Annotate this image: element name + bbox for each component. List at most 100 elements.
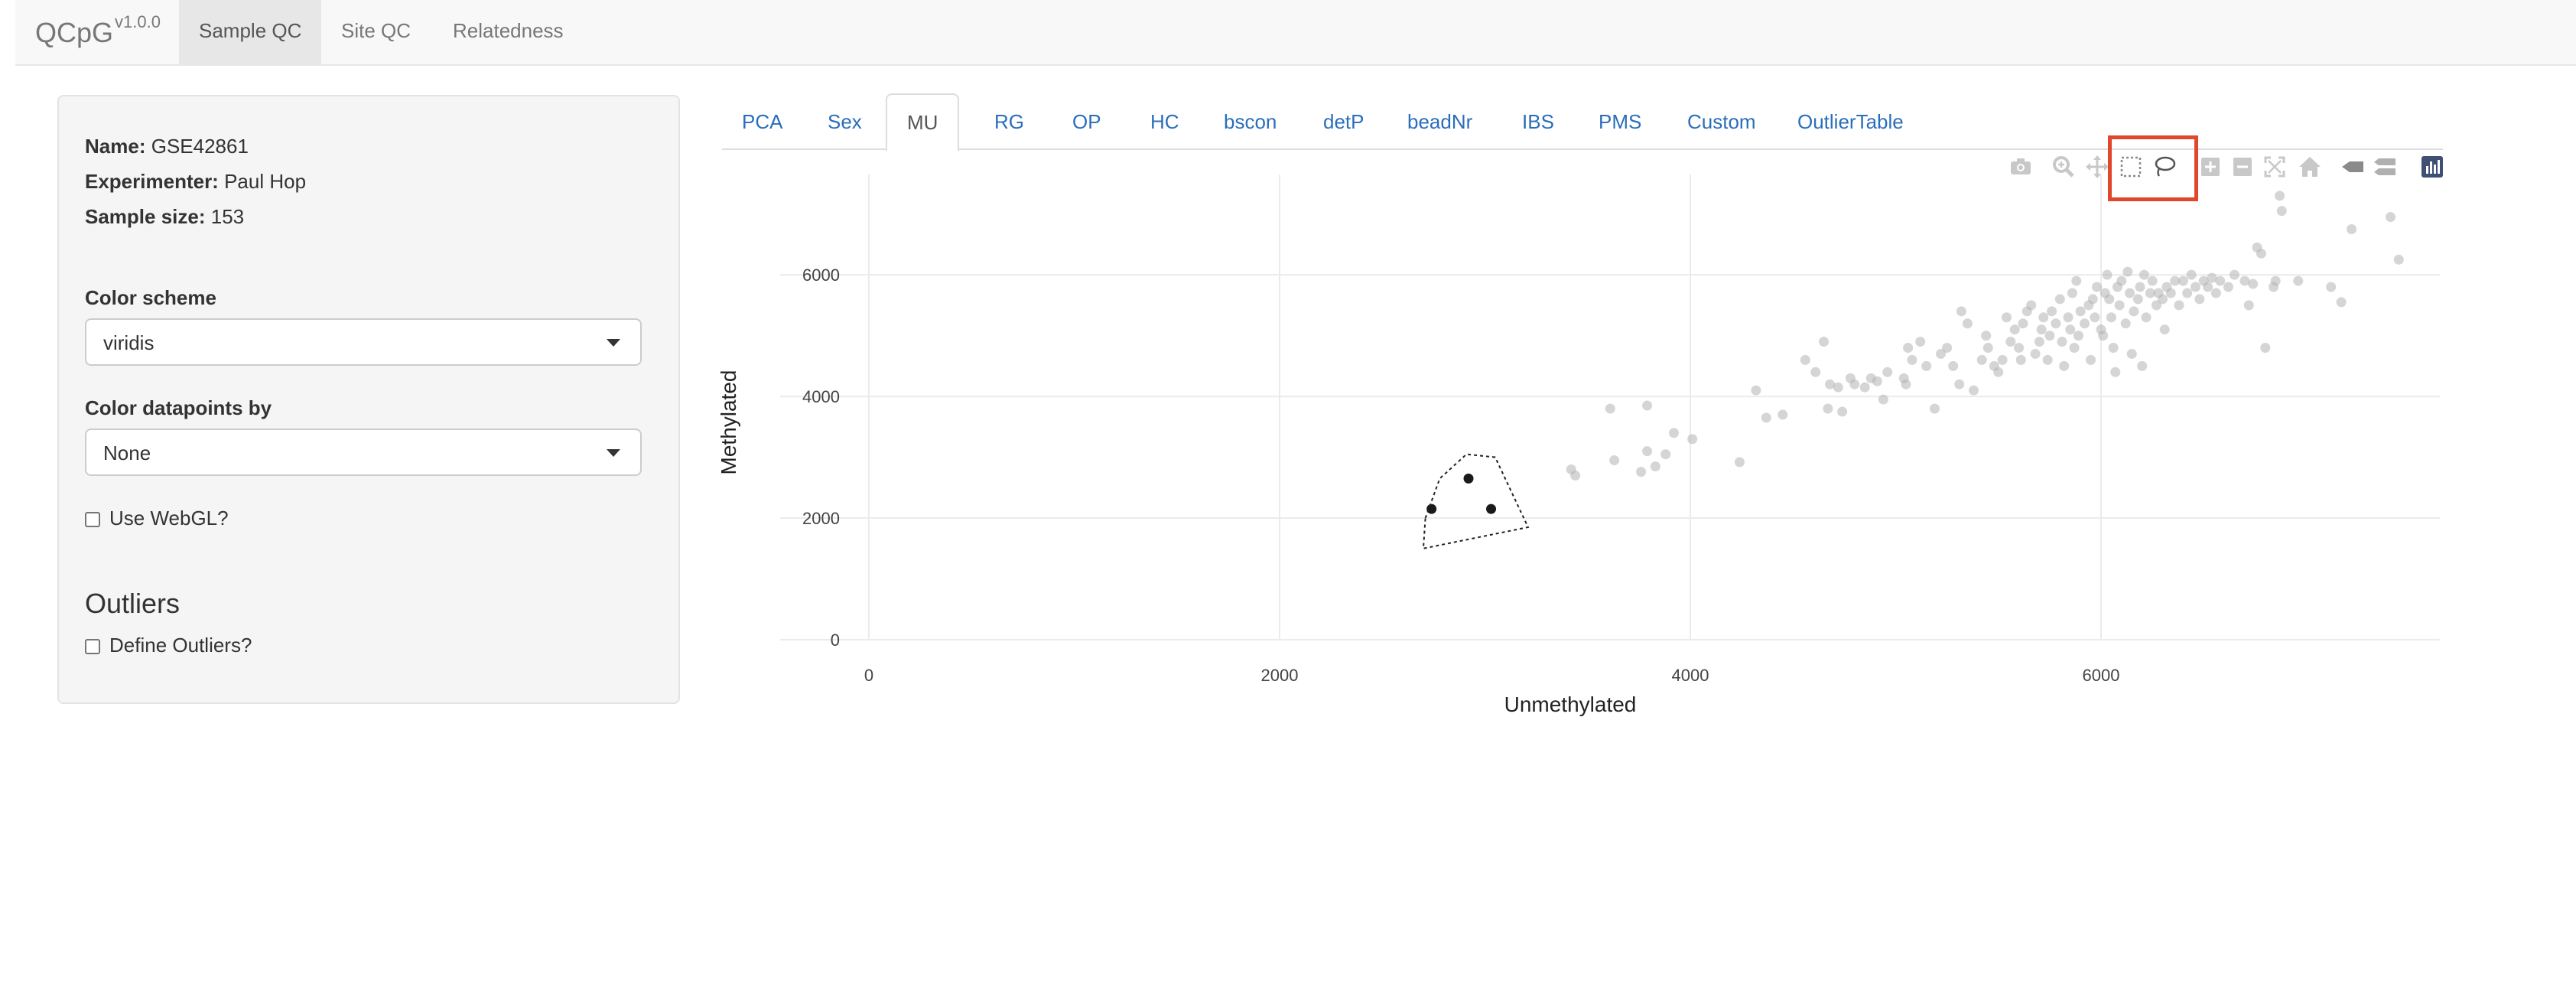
tab-outliertable[interactable]: OutlierTable bbox=[1797, 110, 1904, 133]
box-select-icon[interactable] bbox=[2119, 155, 2143, 179]
app-version: v1.0.0 bbox=[115, 12, 161, 31]
tab-pms[interactable]: PMS bbox=[1599, 110, 1642, 133]
hover-compare-icon[interactable] bbox=[2373, 155, 2397, 179]
data-point bbox=[2215, 275, 2226, 286]
sidebar-panel: Name: GSE42861 Experimenter: Paul Hop Sa… bbox=[57, 95, 680, 704]
data-point bbox=[1872, 376, 1882, 386]
hover-closest-icon[interactable] bbox=[2340, 155, 2365, 179]
webgl-checkbox[interactable] bbox=[85, 512, 100, 527]
experimenter-label: Experimenter: bbox=[85, 170, 219, 193]
nav-tab-relatedness[interactable]: Relatedness bbox=[453, 19, 564, 42]
tab-beadnr[interactable]: beadNr bbox=[1407, 110, 1473, 133]
tab-sex[interactable]: Sex bbox=[828, 110, 862, 133]
data-point bbox=[1878, 394, 1888, 405]
app-brand[interactable]: QCpGv1.0.0 bbox=[35, 12, 161, 49]
experimenter-value: Paul Hop bbox=[224, 170, 307, 193]
data-point bbox=[1778, 409, 1788, 420]
data-point bbox=[2270, 275, 2281, 286]
lasso-selection bbox=[1422, 453, 1530, 550]
zoom-icon[interactable] bbox=[2051, 155, 2076, 179]
data-point bbox=[2001, 312, 2012, 323]
dataset-name-value: GSE42861 bbox=[151, 135, 249, 158]
data-point bbox=[2125, 288, 2135, 298]
nav-tab-site-qc[interactable]: Site QC bbox=[341, 19, 411, 42]
data-point bbox=[2059, 360, 2070, 371]
webgl-checkbox-row: Use WebGL? bbox=[85, 507, 229, 530]
data-point bbox=[1903, 343, 1914, 354]
outliers-heading: Outliers bbox=[85, 588, 181, 619]
data-point bbox=[2090, 312, 2100, 323]
tab-detp[interactable]: detP bbox=[1323, 110, 1364, 133]
data-point bbox=[2120, 318, 2131, 329]
data-point bbox=[1636, 467, 1647, 477]
chevron-down-icon bbox=[607, 449, 620, 457]
x-tick-label: 6000 bbox=[2083, 666, 2120, 685]
zoom-in-icon[interactable] bbox=[2198, 155, 2223, 179]
data-point bbox=[1962, 318, 1973, 329]
data-point bbox=[2276, 206, 2287, 217]
define-outliers-row: Define Outliers? bbox=[85, 634, 252, 657]
data-point bbox=[2110, 367, 2121, 377]
data-point bbox=[2223, 282, 2233, 292]
tab-hc[interactable]: HC bbox=[1150, 110, 1179, 133]
camera-icon[interactable] bbox=[2008, 155, 2033, 179]
data-point bbox=[2026, 300, 2037, 311]
sample-size-label: Sample size: bbox=[85, 205, 206, 228]
tab-custom[interactable]: Custom bbox=[1687, 110, 1756, 133]
data-point bbox=[2139, 269, 2149, 280]
color-scheme-value: viridis bbox=[103, 331, 154, 354]
data-point bbox=[1660, 449, 1671, 460]
experimenter-line: Experimenter: Paul Hop bbox=[85, 170, 306, 194]
data-point bbox=[1833, 382, 1843, 393]
data-point bbox=[2145, 288, 2155, 298]
tab-bscon[interactable]: bscon bbox=[1224, 110, 1277, 133]
data-point bbox=[2393, 254, 2404, 265]
nav-tab-sample-qc[interactable]: Sample QC bbox=[179, 0, 322, 66]
data-points bbox=[1426, 191, 2404, 514]
pan-icon[interactable] bbox=[2085, 155, 2109, 179]
webgl-label: Use WebGL? bbox=[109, 507, 229, 530]
sample-size-line: Sample size: 153 bbox=[85, 205, 244, 229]
data-point bbox=[1997, 354, 2008, 365]
tab-mu[interactable]: MU bbox=[886, 93, 960, 152]
color-datapoints-label: Color datapoints by bbox=[85, 396, 272, 419]
color-scheme-select[interactable]: viridis bbox=[85, 318, 642, 366]
data-point bbox=[2135, 282, 2145, 292]
zoom-out-icon[interactable] bbox=[2230, 155, 2255, 179]
data-point bbox=[2207, 272, 2217, 283]
data-point bbox=[2009, 324, 2020, 335]
data-point bbox=[2075, 306, 2086, 317]
plotly-logo-icon[interactable] bbox=[2420, 155, 2444, 179]
data-point bbox=[2014, 343, 2025, 354]
define-outliers-checkbox[interactable] bbox=[85, 639, 100, 654]
lasso-select-icon[interactable] bbox=[2152, 155, 2177, 179]
data-point bbox=[1837, 406, 1848, 417]
color-datapoints-select[interactable]: None bbox=[85, 429, 642, 476]
reset-axes-icon[interactable] bbox=[2298, 155, 2322, 179]
data-point bbox=[2230, 269, 2240, 280]
data-point bbox=[2260, 343, 2271, 354]
data-point bbox=[2137, 360, 2148, 371]
tab-pca[interactable]: PCA bbox=[742, 110, 783, 133]
data-point bbox=[1982, 343, 1993, 354]
data-point bbox=[2203, 282, 2213, 292]
data-point bbox=[2071, 275, 2082, 286]
data-point bbox=[1929, 403, 1940, 414]
data-point bbox=[2067, 288, 2077, 298]
tab-op[interactable]: OP bbox=[1072, 110, 1101, 133]
data-point bbox=[2092, 282, 2103, 292]
data-point bbox=[2132, 294, 2143, 305]
color-datapoints-value: None bbox=[103, 442, 151, 464]
data-point bbox=[2069, 343, 2080, 354]
data-point bbox=[2005, 337, 2016, 347]
data-point bbox=[1859, 382, 1870, 393]
autoscale-icon[interactable] bbox=[2262, 155, 2287, 179]
tab-ibs[interactable]: IBS bbox=[1522, 110, 1554, 133]
data-point bbox=[2098, 331, 2109, 341]
data-point bbox=[2178, 275, 2188, 286]
data-point bbox=[2044, 331, 2055, 341]
data-point bbox=[1761, 412, 1771, 423]
data-point bbox=[2386, 212, 2396, 223]
tab-rg[interactable]: RG bbox=[994, 110, 1024, 133]
